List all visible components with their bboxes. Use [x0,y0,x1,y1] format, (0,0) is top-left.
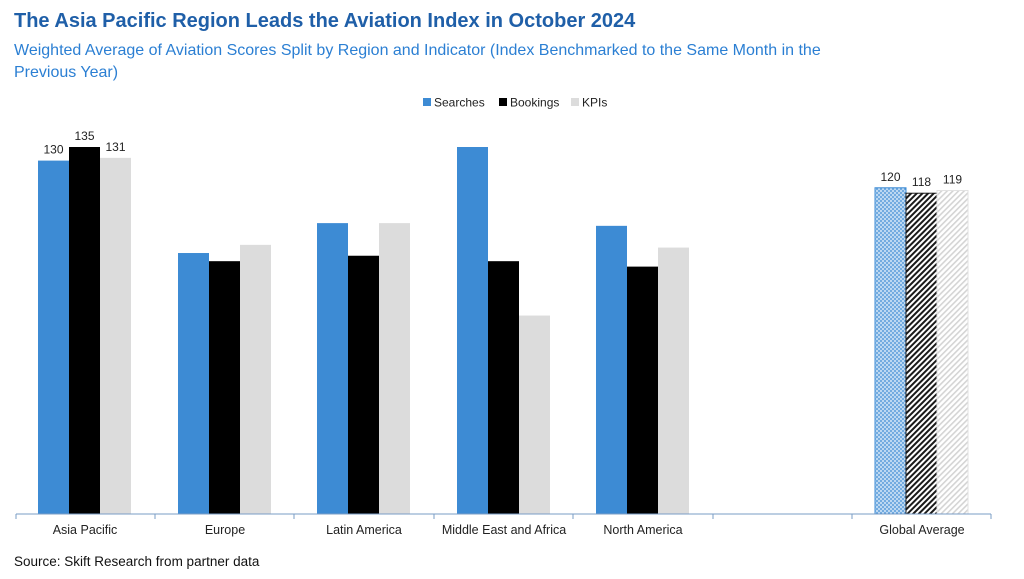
bar-north-america-searches [596,225,627,514]
x-axis: Asia Pacific Europe Latin America Middle Ea… [15,513,992,537]
x-tick-label-middle-east-and-africa: Middle East and Africa [442,523,566,537]
legend: Searches Bookings KPIs [423,96,607,110]
legend-swatch-searches [423,98,431,106]
bar-asia-pacific-bookings [69,147,100,514]
value-label-global-average-searches: 120 [880,170,900,184]
chart-source: Source: Skift Research from partner data [14,554,260,569]
value-label-asia-pacific-bookings: 135 [74,129,94,143]
bar-europe-searches [178,253,209,514]
chart-title: The Asia Pacific Region Leads the Aviati… [14,10,636,32]
bar-asia-pacific-searches [38,160,69,514]
bars-layer [38,147,969,515]
bar-europe-kpis [240,244,271,514]
bar-asia-pacific-kpis [100,157,131,514]
bar-global-average-bookings [905,192,938,515]
x-tick-label-europe: Europe [205,523,245,537]
bar-middle-east-and-africa-bookings [488,261,519,514]
bar-latin-america-searches [317,223,348,514]
legend-label-bookings: Bookings [510,96,559,110]
value-label-global-average-kpis: 119 [943,172,962,186]
legend-item-bookings: Bookings [499,96,559,110]
x-tick-label-global-average: Global Average [879,523,964,537]
legend-swatch-bookings [499,98,507,106]
value-labels-layer: 130 135 131 120 118 119 [43,129,962,189]
legend-label-searches: Searches [434,96,485,110]
bar-north-america-kpis [658,247,689,514]
legend-item-searches: Searches [423,96,485,110]
bar-middle-east-and-africa-searches [457,147,488,514]
bar-global-average-searches [874,187,907,515]
x-tick-label-asia-pacific: Asia Pacific [53,523,118,537]
bar-global-average-kpis [936,189,969,515]
legend-item-kpis: KPIs [571,96,607,110]
x-tick-label-north-america: North America [603,523,682,537]
bar-latin-america-bookings [348,255,379,515]
legend-swatch-kpis [571,98,579,106]
chart-subtitle: Weighted Average of Aviation Scores Spli… [14,42,821,81]
bar-north-america-bookings [627,266,658,514]
value-label-asia-pacific-kpis: 131 [105,140,125,154]
bar-middle-east-and-africa-kpis [519,315,550,514]
value-label-global-average-bookings: 118 [912,175,931,189]
x-tick-label-latin-america: Latin America [326,523,402,537]
value-label-asia-pacific-searches: 130 [43,143,63,157]
bar-europe-bookings [209,261,240,514]
bar-latin-america-kpis [379,223,410,514]
legend-label-kpis: KPIs [582,96,607,110]
